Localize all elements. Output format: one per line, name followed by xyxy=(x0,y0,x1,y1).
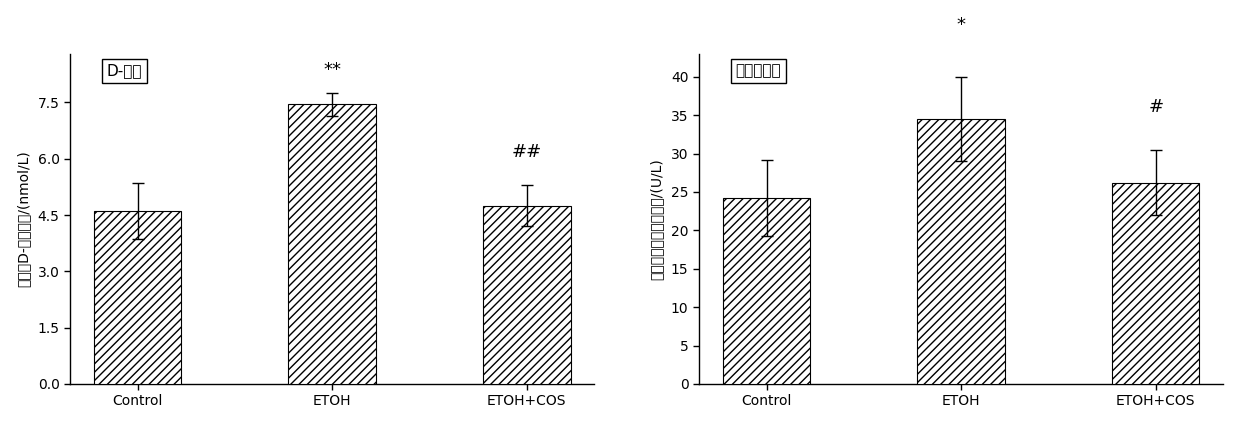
Text: D-乳酸: D-乳酸 xyxy=(107,64,143,79)
Text: **: ** xyxy=(324,61,341,79)
Bar xyxy=(94,211,181,384)
Text: *: * xyxy=(956,17,966,34)
Bar xyxy=(723,198,811,384)
Text: 二胺氧化酶: 二胺氧化酶 xyxy=(735,64,781,79)
Bar xyxy=(1112,183,1199,384)
Text: #: # xyxy=(1148,98,1163,116)
Bar xyxy=(918,119,1004,384)
Bar xyxy=(484,206,570,384)
Text: ##: ## xyxy=(512,143,542,161)
Y-axis label: 血浆中D-乳酸含量/(nmol/L): 血浆中D-乳酸含量/(nmol/L) xyxy=(16,150,31,287)
Y-axis label: 血浆中二胺氧化酶活性/(U/L): 血浆中二胺氧化酶活性/(U/L) xyxy=(650,158,663,280)
Bar xyxy=(289,105,376,384)
